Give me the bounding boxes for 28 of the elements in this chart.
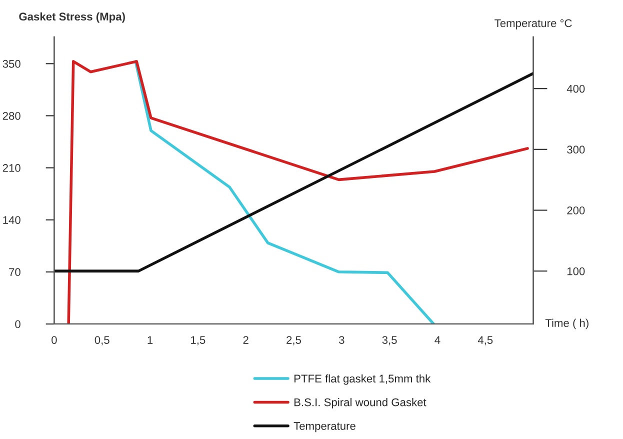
legend-label: Temperature [294, 422, 356, 432]
y-tick-label: 350 [2, 60, 20, 68]
line-series [67, 60, 529, 324]
x-tick-label: 4 [434, 336, 440, 344]
y-axis-title: Gasket Stress (Mpa) [19, 12, 125, 23]
x-tick-label: 2,5 [286, 336, 301, 346]
x-axis-title: Time ( h) [545, 318, 588, 330]
y2-axis-title: Temperature °C [494, 19, 572, 30]
y-tick-label: 280 [2, 112, 20, 120]
x-tick-label: 0 [52, 336, 57, 344]
x-tick-label: 1,5 [191, 336, 206, 346]
x-tick-label: 4,5 [478, 336, 493, 346]
line-series [134, 60, 436, 324]
x-tick-label: 2 [243, 336, 248, 344]
legend-label: B.S.I. Spiral wound Gasket [294, 398, 426, 408]
y2-tick-label: 300 [567, 146, 585, 154]
x-tick-label: 3 [338, 336, 344, 344]
y2-tick-label: 100 [567, 267, 585, 276]
x-tick-label: 0,5 [94, 336, 110, 346]
x-tick-label: 1 [148, 336, 153, 344]
y-tick-label: 210 [2, 164, 20, 172]
legend-label: PTFE flat gasket 1,5mm thk [294, 374, 431, 385]
x-tick-label: 3,5 [382, 336, 397, 346]
y-tick-label: 70 [9, 268, 20, 276]
y-tick-label: 0 [15, 320, 20, 328]
y2-tick-label: 200 [567, 206, 585, 214]
y-tick-label: 140 [3, 216, 20, 224]
y2-tick-label: 400 [566, 84, 585, 93]
